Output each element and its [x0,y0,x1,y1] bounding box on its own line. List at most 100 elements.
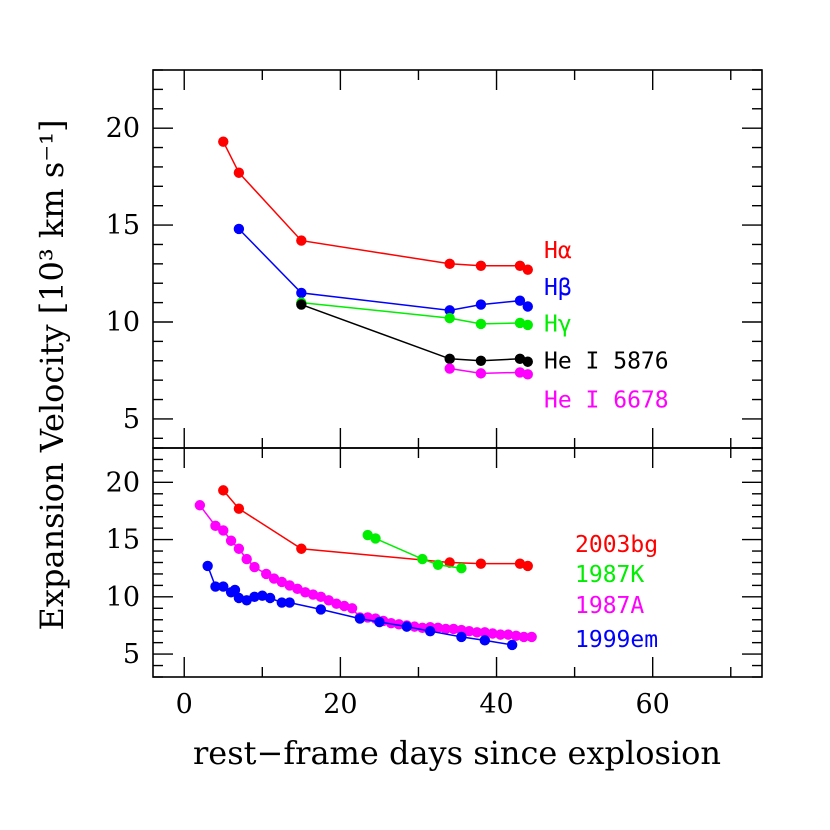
bottom-data-point [241,553,252,565]
bottom-data-point [300,587,311,598]
top-y-tick-label: 15 [106,210,140,241]
bottom-data-point [276,576,288,588]
top-data-point [296,235,307,246]
top-data-point [475,355,487,366]
bottom-y-tick-label: 15 [106,525,140,556]
bottom-data-point [233,543,245,554]
top-data-point [444,258,455,270]
bottom-data-point [284,580,295,591]
bottom-legend-1987k: 1987K [575,562,644,588]
top-legend-h-: Hγ [544,312,572,338]
top-data-point [522,356,533,367]
top-data-point [475,318,487,330]
top-data-point [475,299,487,310]
bottom-y-tick-label: 20 [106,467,140,498]
bottom-data-point [448,623,459,635]
top-data-point [475,368,487,379]
bottom-legend-1987a: 1987A [575,593,644,619]
bottom-data-point [346,603,358,614]
tick-labels: 5 10 15 20 5 10 15 20 0 20 40 60 [106,113,670,720]
top-y-tick-label: 5 [123,404,140,435]
bottom-data-point [210,520,221,532]
bottom-legend-1999em: 1999em [575,627,658,653]
bottom-data-point [440,623,451,635]
top-series-line [301,303,529,363]
top-data-point [514,353,526,365]
bottom-data-point [487,628,498,639]
bottom-data-point [444,557,455,568]
bottom-data-point [464,626,475,637]
bottom-data-point [354,613,366,624]
bottom-data-point [257,590,268,601]
bottom-data-point [276,597,288,608]
top-series-he-i-5876 [296,299,533,367]
bottom-data-point [510,630,522,641]
bottom-data-point [261,568,272,580]
bottom-data-point [503,629,514,640]
top-data-point [522,264,533,275]
top-data-point [475,260,487,271]
bottom-data-point [475,558,487,569]
bottom-data-point [233,592,245,604]
top-series-he-i-6678 [444,363,533,380]
axis-ticks [153,69,762,678]
top-data-point [514,367,526,378]
top-data-point [296,287,307,299]
top-data-point [514,317,526,329]
bottom-data-point [514,558,526,569]
bottom-data-point [264,592,276,604]
bottom-y-tick-label: 10 [106,582,140,613]
bottom-data-point [202,560,213,572]
bottom-data-point [249,591,260,603]
bottom-data-point [249,561,260,573]
top-data-point [218,136,229,147]
top-legend-he-i-6678: He I 6678 [544,387,669,413]
bottom-data-point [315,591,327,603]
bottom-series-line [222,489,529,567]
top-data-point [444,363,455,374]
x-tick-label: 20 [323,689,357,720]
top-data-point [233,167,245,178]
x-axis-title: rest−frame days since explosion [193,734,721,772]
top-data-point [514,260,526,271]
bottom-data-point [456,563,467,574]
y-axis-title: Expansion Velocity [10³ km s⁻¹] [33,120,71,631]
top-panel-frame [152,69,763,449]
top-data-point [444,312,455,324]
bottom-data-point [210,581,221,592]
bottom-data-point [296,543,307,554]
top-data-point [522,319,533,331]
bottom-y-tick-label: 5 [123,639,140,670]
bottom-data-point [495,629,506,640]
bottom-data-point [218,581,229,592]
top-legend-h-: Hβ [544,275,572,301]
bottom-data-point [292,583,303,595]
top-series-line [222,141,529,271]
bottom-data-point [225,535,237,546]
bottom-data-point [218,525,229,536]
top-series-h- [233,223,533,316]
bottom-series-1999em [202,560,518,651]
bottom-data-point [417,553,428,565]
bottom-data-point [194,500,206,511]
bottom-data-point [424,626,436,637]
top-data-point [444,353,455,365]
bottom-data-point [522,560,533,572]
bottom-data-point [471,627,483,638]
top-y-tick-label: 20 [106,113,140,144]
bottom-data-point [331,598,342,609]
x-tick-label: 40 [479,689,513,720]
bottom-data-point [432,622,444,633]
legend-layer: Hα Hβ Hγ He I 5876 He I 6678 2003bg 1987K 1987A… [544,238,669,653]
top-data-point [296,299,307,310]
top-series-line [238,228,529,312]
bottom-data-point [401,621,412,632]
top-data-point [444,305,455,316]
bottom-data-point [233,503,245,514]
bottom-data-point [339,600,350,612]
top-y-tick-label: 10 [106,307,140,338]
bottom-data-point [307,589,319,600]
x-tick-label: 0 [176,689,193,720]
bottom-data-point [362,529,373,541]
